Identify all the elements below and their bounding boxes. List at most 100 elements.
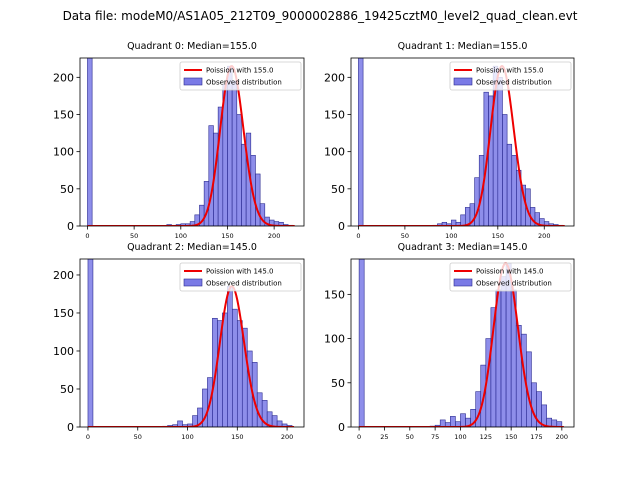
y-tick-label: 150 [53, 307, 74, 320]
histogram-bar [460, 214, 466, 226]
histogram-bar [203, 181, 210, 226]
y-tick-label: 150 [324, 288, 345, 301]
histogram-bar [500, 276, 507, 427]
histogram-bar [278, 221, 284, 226]
figure-title: Data file: modeM0/AS1A05_212T09_90000028… [63, 9, 578, 23]
plot-area [87, 58, 295, 226]
histogram-bar [450, 416, 456, 427]
legend-frame [449, 61, 572, 91]
histogram-bar [506, 143, 513, 226]
histogram-bar [358, 259, 365, 427]
plot-area [358, 259, 564, 427]
y-tick-label: 100 [324, 333, 345, 346]
x-tick-label: 100 [181, 433, 193, 441]
legend: Poission with 155.0 Observed distribution [449, 61, 572, 91]
histogram-bar [227, 286, 233, 427]
y-tick-label: 50 [60, 383, 74, 396]
legend-frame [179, 262, 302, 292]
x-tick-label: 0 [357, 433, 361, 441]
y-tick-label: 100 [53, 146, 74, 159]
subplot-quadrant-2: Quadrant 2: Median=145.0 0 50 100 150 200 0 50 1… [53, 242, 305, 441]
legend-label-poisson: Poission with 145.0 [476, 268, 544, 276]
axes-frame [350, 258, 575, 428]
x-tick-label: 200 [538, 232, 550, 240]
legend-label-poisson: Poission with 155.0 [476, 67, 544, 75]
histogram-bar [236, 320, 243, 427]
x-tick-label: 150 [231, 433, 243, 441]
x-tick-label: 0 [356, 232, 360, 240]
y-tick-label: 200 [324, 71, 345, 84]
plot-area [358, 58, 565, 226]
histogram-bar [222, 312, 228, 427]
axes-frame [79, 258, 305, 428]
x-tick-label: 200 [281, 433, 293, 441]
x-tick-label: 0 [86, 433, 90, 441]
y-tick-label: 50 [60, 183, 74, 196]
legend: Poission with 145.0 Observed distribution [179, 262, 302, 292]
histogram-bar [232, 308, 238, 427]
subplot-title: Quadrant 0: Median=155.0 [127, 41, 257, 52]
y-tick-label: 150 [324, 108, 345, 121]
legend-label-poisson: Poission with 145.0 [206, 268, 274, 276]
y-tick-label: 200 [53, 71, 74, 84]
y-tick-label: 0 [338, 421, 345, 434]
y-tick-label: 50 [331, 377, 345, 390]
axes-frame [350, 57, 575, 227]
y-tick-label: 50 [331, 183, 345, 196]
x-tick-label: 25 [380, 433, 388, 441]
histogram-bar [502, 114, 508, 226]
subplot-quadrant-0: Quadrant 0: Median=155.0 0 50 100 150 200 0 50 1… [53, 41, 305, 240]
subplot-quadrant-3: Quadrant 3: Median=145.0 0 25 50 75 100 125 150… [324, 242, 575, 441]
y-tick-label: 150 [53, 108, 74, 121]
y-tick-label: 0 [67, 220, 74, 233]
histogram-bar [358, 58, 364, 226]
plot-area [87, 259, 295, 427]
subplot-title: Quadrant 2: Median=145.0 [127, 242, 257, 253]
x-tick-label: 150 [492, 232, 504, 240]
x-tick-label: 75 [431, 433, 439, 441]
y-tick-label: 100 [53, 345, 74, 358]
y-tick-label: 0 [338, 220, 345, 233]
legend: Poission with 145.0 Observed distribution [449, 262, 572, 292]
histogram-bar [460, 413, 466, 427]
x-tick-label: 125 [480, 433, 492, 441]
histogram-bar [231, 80, 238, 226]
x-tick-label: 50 [401, 232, 409, 240]
legend-patch-swatch [453, 278, 473, 287]
legend-frame [449, 262, 572, 292]
x-tick-label: 50 [134, 433, 142, 441]
legend-patch-swatch [183, 278, 203, 287]
x-tick-label: 100 [175, 232, 187, 240]
legend-label-observed: Observed distribution [206, 79, 282, 87]
x-tick-label: 100 [445, 232, 457, 240]
legend-label-observed: Observed distribution [476, 280, 552, 288]
x-tick-label: 200 [268, 232, 280, 240]
histogram-bar [208, 125, 214, 226]
y-tick-label: 100 [324, 146, 345, 159]
legend-label-poisson: Poission with 155.0 [206, 67, 274, 75]
x-tick-label: 200 [556, 433, 568, 441]
x-tick-label: 50 [406, 433, 414, 441]
histogram-bar [511, 155, 517, 226]
legend-label-observed: Observed distribution [476, 79, 552, 87]
histogram-bar [241, 143, 247, 226]
histogram-bar [87, 259, 94, 427]
legend-patch-swatch [453, 77, 473, 86]
histogram-bar [271, 415, 278, 427]
subplot-title: Quadrant 3: Median=145.0 [398, 242, 528, 253]
x-tick-label: 50 [130, 232, 138, 240]
histogram-bar [531, 382, 537, 427]
subplot-quadrant-1: Quadrant 1: Median=155.0 0 50 100 150 200 0 50 1… [324, 41, 575, 240]
legend-label-observed: Observed distribution [206, 280, 282, 288]
x-tick-label: 175 [530, 433, 542, 441]
histogram-bar [541, 404, 547, 427]
histogram-bar [497, 77, 503, 226]
x-tick-label: 150 [505, 433, 517, 441]
x-tick-label: 150 [221, 232, 233, 240]
histogram-bar [439, 419, 446, 427]
subplot-title: Quadrant 1: Median=155.0 [398, 41, 528, 52]
subplots: Quadrant 0: Median=155.0 0 50 100 150 200 0 50 1… [53, 41, 575, 441]
y-tick-label: 200 [53, 269, 74, 282]
legend: Poission with 155.0 Observed distribution [179, 61, 302, 91]
